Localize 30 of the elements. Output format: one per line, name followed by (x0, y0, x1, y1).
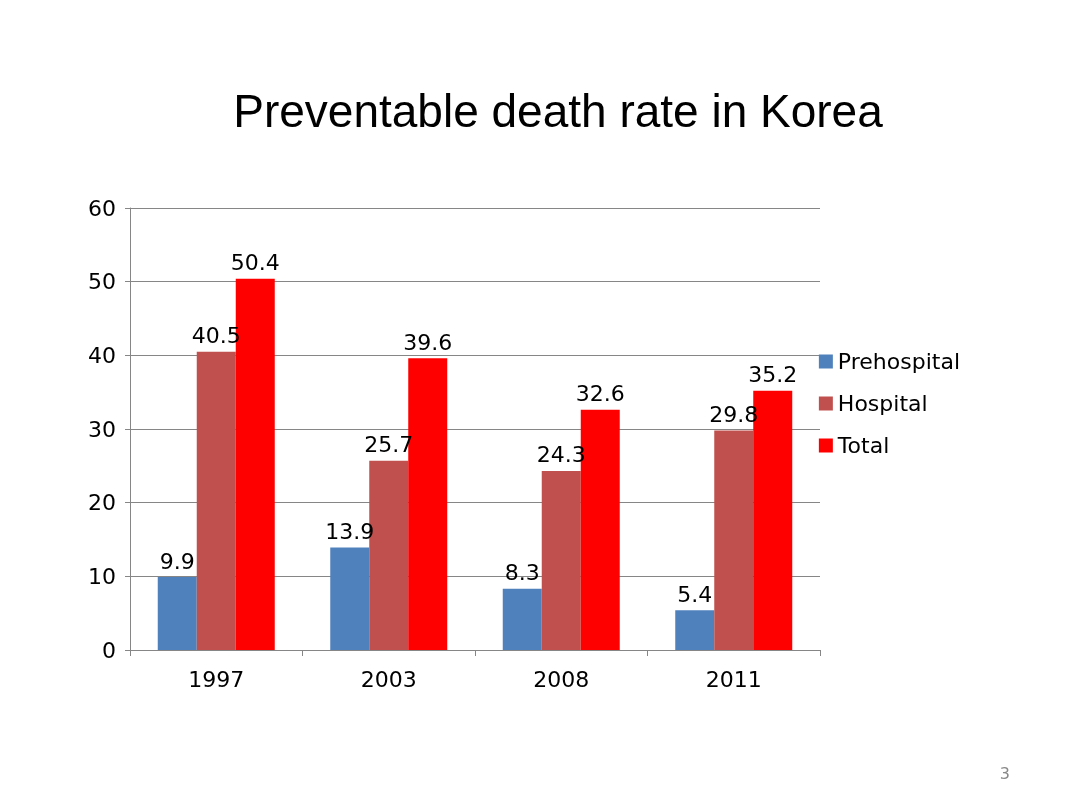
chart-title: Preventable death rate in Korea (233, 85, 884, 137)
bar (714, 430, 754, 650)
y-tick-label: 50 (88, 269, 116, 295)
x-tick-label: 2011 (705, 666, 762, 692)
y-tick-label: 0 (102, 637, 116, 663)
data-label: 50.4 (230, 250, 280, 276)
x-tick-label: 2003 (360, 666, 417, 692)
data-label: 8.3 (504, 560, 540, 586)
y-tick-label: 20 (88, 490, 116, 516)
data-label: 9.9 (159, 548, 195, 574)
y-tick-label: 10 (88, 563, 116, 589)
bar (675, 610, 715, 650)
bar (330, 547, 370, 650)
data-label: 32.6 (575, 381, 625, 407)
legend-label: Prehospital (837, 349, 960, 374)
bar (541, 470, 581, 650)
data-label: 35.2 (748, 362, 798, 388)
bar (502, 588, 542, 650)
text: 3 (999, 763, 1011, 783)
x-tick-label: 1997 (188, 666, 245, 692)
y-tick-label: 40 (88, 342, 116, 368)
legend-label: Total (836, 433, 890, 458)
data-label: 39.6 (403, 329, 453, 355)
legend-label: Hospital (837, 391, 928, 416)
data-label: 5.4 (677, 581, 713, 607)
bar (157, 577, 197, 650)
bar (196, 351, 236, 650)
y-tick-label: 60 (88, 195, 116, 221)
x-tick-label: 2008 (533, 666, 590, 692)
y-tick-label: 30 (88, 416, 116, 442)
